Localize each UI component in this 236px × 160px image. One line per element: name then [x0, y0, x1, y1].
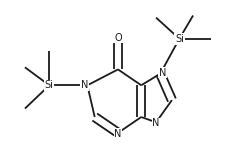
Text: Si: Si	[175, 34, 184, 44]
Text: Si: Si	[45, 80, 54, 90]
Text: N: N	[81, 80, 88, 90]
Text: O: O	[114, 33, 122, 43]
Text: N: N	[159, 68, 166, 78]
Text: N: N	[114, 129, 122, 139]
Text: N: N	[152, 118, 160, 128]
